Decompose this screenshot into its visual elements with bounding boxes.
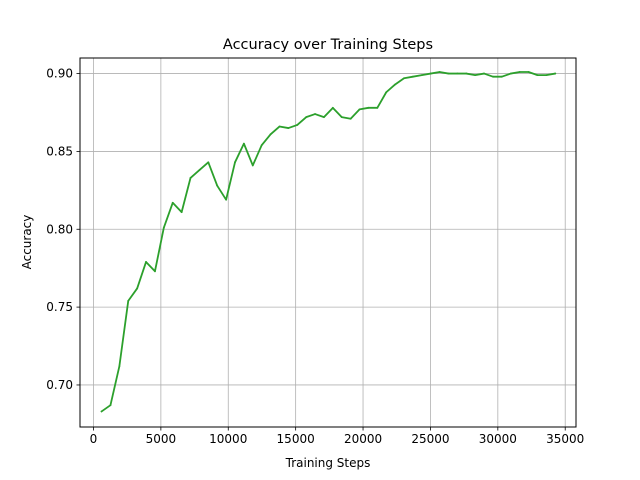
- data-point: [180, 211, 183, 214]
- data-point: [323, 116, 325, 119]
- x-axis: 0 5000 10000 15000 20000 25000 30000 35000: [90, 427, 584, 446]
- data-point: [492, 75, 494, 78]
- data-point: [243, 142, 245, 145]
- data-point: [296, 124, 299, 126]
- chart-title: Accuracy over Training Steps: [223, 37, 433, 53]
- data-point: [474, 74, 477, 77]
- data-point: [456, 72, 459, 75]
- data-point: [136, 287, 139, 290]
- data-point: [500, 75, 503, 78]
- data-point: [483, 72, 485, 75]
- data-point: [509, 72, 512, 75]
- data-point: [554, 72, 557, 75]
- data-point: [518, 71, 521, 73]
- y-tick-label: 0.80: [46, 222, 73, 236]
- data-point: [207, 161, 210, 164]
- y-axis-title: Accuracy: [20, 215, 34, 270]
- y-tick-label: 0.75: [46, 300, 73, 314]
- data-point: [527, 71, 530, 73]
- data-point: [447, 72, 450, 75]
- data-point: [545, 74, 548, 77]
- x-tick-label: 20000: [344, 432, 382, 446]
- data-point: [420, 74, 423, 77]
- x-tick-label: 5000: [146, 432, 177, 446]
- data-point: [305, 116, 308, 119]
- data-point: [349, 117, 352, 120]
- data-point: [269, 133, 272, 136]
- data-point: [189, 176, 192, 179]
- data-point: [314, 113, 316, 115]
- data-point: [171, 201, 174, 204]
- data-point: [358, 108, 361, 111]
- data-point: [118, 365, 121, 368]
- y-axis: 0.70 0.75 0.80 0.85 0.90: [46, 67, 80, 392]
- data-point: [216, 184, 219, 187]
- plot-frame: [79, 57, 577, 428]
- y-tick-label: 0.90: [46, 67, 73, 81]
- data-point: [465, 72, 468, 75]
- data-point: [412, 75, 414, 78]
- data-point: [385, 91, 388, 94]
- data-point: [100, 410, 103, 413]
- data-point: [225, 198, 228, 201]
- data-point: [109, 404, 112, 407]
- data-point: [127, 299, 130, 302]
- data-point: [154, 270, 156, 273]
- x-axis-title: Training Steps: [285, 456, 371, 470]
- x-tick-label: 35000: [546, 432, 584, 446]
- data-point: [331, 106, 334, 109]
- data-point: [429, 72, 432, 75]
- x-tick-label: 0: [90, 432, 98, 446]
- data-point: [251, 164, 254, 167]
- x-tick-label: 30000: [479, 432, 517, 446]
- data-point: [162, 226, 165, 229]
- series-line-0: [100, 71, 557, 413]
- data-point: [260, 144, 263, 147]
- y-tick-label: 0.85: [46, 144, 73, 158]
- y-tick-label: 0.70: [46, 378, 73, 392]
- x-tick-label: 25000: [411, 432, 449, 446]
- data-point: [367, 106, 370, 109]
- data-point: [394, 83, 397, 86]
- series-layer: [100, 71, 557, 413]
- data-point: [198, 169, 201, 172]
- data-point: [438, 71, 441, 73]
- data-point: [403, 77, 405, 80]
- data-point: [234, 161, 236, 164]
- data-point: [278, 125, 281, 128]
- data-point: [376, 106, 379, 109]
- x-tick-label: 10000: [209, 432, 247, 446]
- data-point: [145, 261, 147, 263]
- data-point: [287, 127, 290, 129]
- data-point: [536, 74, 539, 77]
- data-point: [340, 116, 343, 119]
- x-tick-label: 15000: [277, 432, 315, 446]
